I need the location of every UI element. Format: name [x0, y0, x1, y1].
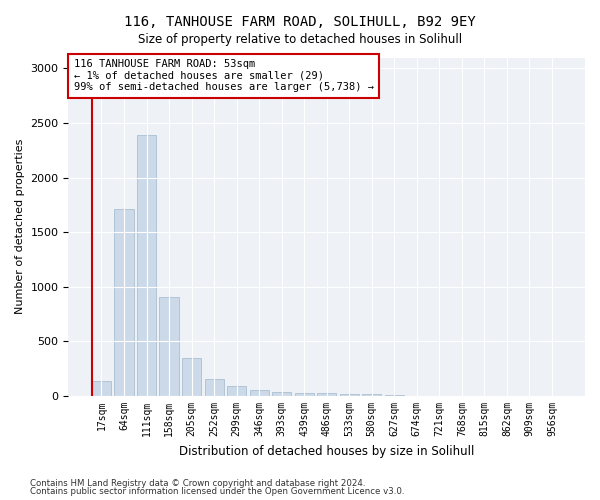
- Bar: [160, 296, 179, 396]
- Bar: [205, 379, 224, 396]
- Bar: [137, 135, 156, 396]
- Bar: [272, 392, 291, 396]
- Bar: [227, 386, 246, 396]
- Y-axis label: Number of detached properties: Number of detached properties: [15, 139, 25, 314]
- Text: 116 TANHOUSE FARM ROAD: 53sqm
← 1% of detached houses are smaller (29)
99% of se: 116 TANHOUSE FARM ROAD: 53sqm ← 1% of de…: [74, 59, 374, 92]
- Text: 116, TANHOUSE FARM ROAD, SOLIHULL, B92 9EY: 116, TANHOUSE FARM ROAD, SOLIHULL, B92 9…: [124, 15, 476, 29]
- Bar: [295, 393, 314, 396]
- Text: Size of property relative to detached houses in Solihull: Size of property relative to detached ho…: [138, 32, 462, 46]
- Bar: [362, 394, 382, 396]
- Bar: [317, 394, 336, 396]
- X-axis label: Distribution of detached houses by size in Solihull: Distribution of detached houses by size …: [179, 444, 475, 458]
- Bar: [385, 395, 404, 396]
- Bar: [182, 358, 201, 396]
- Bar: [340, 394, 359, 396]
- Bar: [92, 381, 111, 396]
- Text: Contains public sector information licensed under the Open Government Licence v3: Contains public sector information licen…: [30, 487, 404, 496]
- Bar: [115, 210, 134, 396]
- Bar: [250, 390, 269, 396]
- Text: Contains HM Land Registry data © Crown copyright and database right 2024.: Contains HM Land Registry data © Crown c…: [30, 478, 365, 488]
